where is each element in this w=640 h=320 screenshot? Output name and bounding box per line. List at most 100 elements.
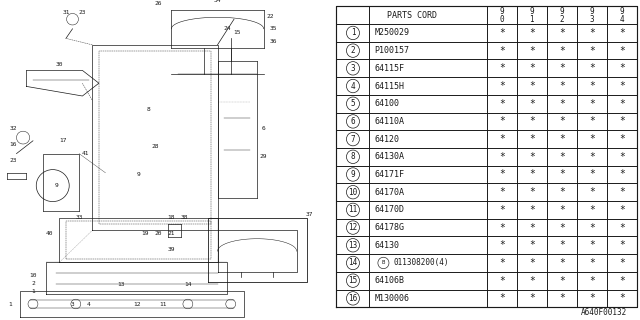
Text: *: *: [499, 170, 504, 180]
Text: 9
3: 9 3: [589, 7, 594, 24]
Text: 4: 4: [87, 301, 91, 307]
Text: *: *: [619, 205, 625, 215]
Text: *: *: [619, 28, 625, 38]
Text: 9: 9: [351, 170, 355, 179]
Text: 8: 8: [351, 152, 355, 161]
Text: *: *: [619, 223, 625, 233]
Text: 9: 9: [54, 183, 58, 188]
Text: 8: 8: [147, 107, 150, 112]
Text: 32: 32: [10, 125, 17, 131]
Text: *: *: [619, 116, 625, 126]
Text: *: *: [529, 116, 534, 126]
Text: 23: 23: [10, 157, 17, 163]
Text: *: *: [589, 240, 595, 250]
Text: *: *: [619, 276, 625, 286]
Text: 15: 15: [234, 29, 241, 35]
Text: *: *: [589, 134, 595, 144]
Text: 33: 33: [76, 215, 83, 220]
Text: *: *: [529, 293, 534, 303]
Text: *: *: [589, 205, 595, 215]
Text: *: *: [559, 240, 564, 250]
Text: 39: 39: [168, 247, 175, 252]
Text: 64170D: 64170D: [374, 205, 404, 214]
Text: *: *: [529, 99, 534, 109]
Text: 9
1: 9 1: [529, 7, 534, 24]
Text: *: *: [589, 258, 595, 268]
Text: *: *: [529, 28, 534, 38]
Text: *: *: [499, 28, 504, 38]
Text: 64170A: 64170A: [374, 188, 404, 197]
Text: 6: 6: [262, 126, 266, 131]
Text: *: *: [589, 46, 595, 56]
Text: *: *: [559, 170, 564, 180]
Text: *: *: [499, 258, 504, 268]
Text: *: *: [499, 99, 504, 109]
Text: *: *: [619, 46, 625, 56]
Text: 64110A: 64110A: [374, 117, 404, 126]
Text: *: *: [619, 258, 625, 268]
Text: 64100: 64100: [374, 99, 399, 108]
Text: 10: 10: [29, 273, 36, 278]
Text: *: *: [529, 170, 534, 180]
Text: *: *: [529, 205, 534, 215]
Text: *: *: [559, 28, 564, 38]
Text: *: *: [529, 63, 534, 73]
Text: 12: 12: [348, 223, 358, 232]
Text: *: *: [529, 187, 534, 197]
Text: M130006: M130006: [374, 294, 409, 303]
Text: 4: 4: [351, 82, 355, 91]
Text: *: *: [619, 240, 625, 250]
Text: 41: 41: [82, 151, 90, 156]
Text: 6: 6: [351, 117, 355, 126]
Text: *: *: [619, 170, 625, 180]
Text: 5: 5: [351, 99, 355, 108]
Text: *: *: [589, 63, 595, 73]
Text: 11: 11: [348, 205, 358, 214]
Text: *: *: [619, 293, 625, 303]
Text: 2: 2: [351, 46, 355, 55]
Text: *: *: [529, 276, 534, 286]
Text: *: *: [559, 258, 564, 268]
Text: *: *: [559, 46, 564, 56]
Text: *: *: [529, 258, 534, 268]
Text: *: *: [589, 276, 595, 286]
Text: 10: 10: [348, 188, 358, 197]
Text: 9
2: 9 2: [559, 7, 564, 24]
Text: *: *: [529, 134, 534, 144]
Text: *: *: [559, 223, 564, 233]
Text: *: *: [499, 293, 504, 303]
Text: 21: 21: [168, 231, 175, 236]
Text: 13: 13: [348, 241, 358, 250]
Text: 37: 37: [306, 212, 314, 217]
Text: 1: 1: [31, 289, 35, 294]
Text: *: *: [589, 152, 595, 162]
Text: 64115F: 64115F: [374, 64, 404, 73]
Text: *: *: [619, 187, 625, 197]
Text: *: *: [499, 81, 504, 91]
Text: 26: 26: [154, 1, 162, 6]
Text: *: *: [499, 276, 504, 286]
Text: *: *: [589, 81, 595, 91]
Text: B: B: [382, 260, 385, 266]
Text: 1: 1: [351, 28, 355, 37]
Text: *: *: [619, 134, 625, 144]
Text: *: *: [529, 152, 534, 162]
Text: *: *: [499, 134, 504, 144]
Text: *: *: [559, 134, 564, 144]
Text: 64130: 64130: [374, 241, 399, 250]
Text: 16: 16: [10, 141, 17, 147]
Text: *: *: [589, 28, 595, 38]
Text: *: *: [529, 223, 534, 233]
Text: *: *: [559, 63, 564, 73]
Text: 15: 15: [348, 276, 358, 285]
Text: 36: 36: [270, 39, 277, 44]
Text: *: *: [559, 187, 564, 197]
Text: 22: 22: [266, 13, 274, 19]
Text: 14: 14: [348, 259, 358, 268]
Text: *: *: [589, 99, 595, 109]
Text: *: *: [559, 276, 564, 286]
Text: *: *: [499, 205, 504, 215]
Text: *: *: [619, 152, 625, 162]
Text: *: *: [529, 81, 534, 91]
Text: 64120: 64120: [374, 135, 399, 144]
